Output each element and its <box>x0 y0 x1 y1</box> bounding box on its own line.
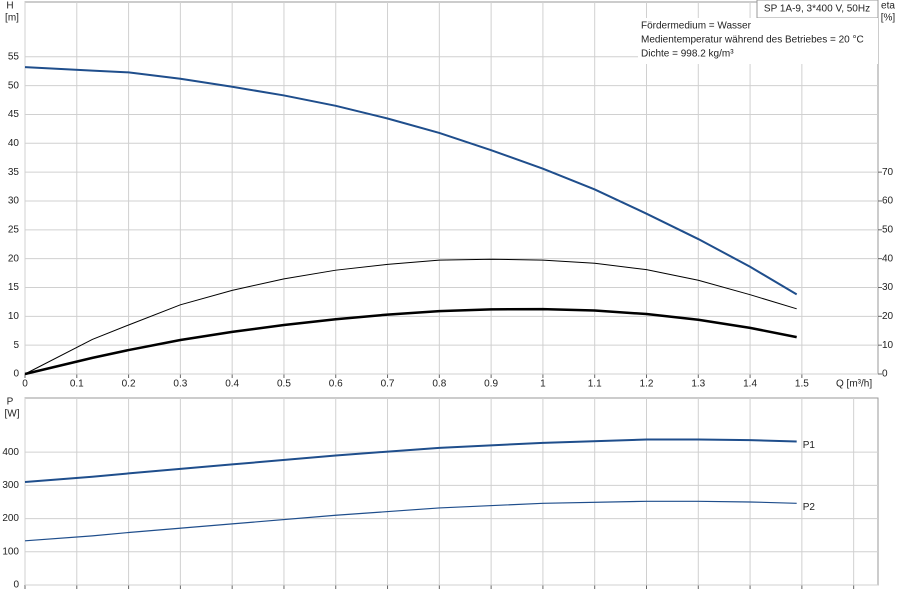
y2-tick-label: 20 <box>882 311 894 322</box>
legend-label: P1 <box>803 440 816 451</box>
legend-label: P2 <box>803 502 816 513</box>
x-tick-label: 0.1 <box>70 379 84 390</box>
x-tick-label: 1.3 <box>691 379 705 390</box>
annotation-box <box>638 18 878 64</box>
annotation: Dichte = 998.2 kg/m³ <box>641 49 734 60</box>
y-tick-label: 20 <box>8 253 20 264</box>
y-tick-label: 0 <box>13 369 19 380</box>
chart-title: SP 1A-9, 3*400 V, 50Hz <box>764 4 870 15</box>
y-axis-unit: [W] <box>5 409 20 420</box>
curve <box>24 307 797 376</box>
y2-tick-label: 30 <box>882 282 894 293</box>
y-tick-label: 25 <box>8 224 20 235</box>
y2-tick-label: 10 <box>882 340 894 351</box>
x-tick-label: 0.5 <box>277 379 291 390</box>
x-tick-label: 0.3 <box>173 379 187 390</box>
y2-tick-label: 50 <box>882 224 894 235</box>
x-tick-label: 0.7 <box>381 379 395 390</box>
y-tick-label: 400 <box>2 447 19 458</box>
curve <box>24 438 797 484</box>
y-axis-label: P <box>7 397 14 408</box>
x-axis-label: Q [m³/h] <box>836 379 872 390</box>
y-tick-label: 50 <box>8 80 20 91</box>
y-tick-label: 100 <box>2 546 19 557</box>
y-tick-label: 55 <box>8 51 20 62</box>
y-tick-label: 45 <box>8 109 20 120</box>
y-tick-label: 5 <box>13 340 19 351</box>
y-tick-label: 0 <box>13 580 19 591</box>
y2-tick-label: 40 <box>882 253 894 264</box>
y-tick-label: 35 <box>8 167 20 178</box>
x-tick-label: 1.1 <box>588 379 602 390</box>
x-tick-label: 1.5 <box>795 379 809 390</box>
annotation: Fördermedium = Wasser <box>641 21 752 32</box>
x-tick-label: 1.4 <box>743 379 757 390</box>
x-tick-label: 0.6 <box>329 379 343 390</box>
x-tick-label: 0.8 <box>432 379 446 390</box>
curve <box>24 258 797 375</box>
y2-tick-label: 70 <box>882 167 894 178</box>
y-axis-label: H <box>6 1 13 12</box>
y-tick-label: 30 <box>8 196 20 207</box>
x-tick-label: 0.9 <box>484 379 498 390</box>
annotation: Medientemperatur während des Betriebes =… <box>641 35 864 46</box>
x-tick-label: 0.2 <box>122 379 136 390</box>
curve <box>24 500 797 542</box>
y-tick-label: 200 <box>2 513 19 524</box>
y-tick-label: 15 <box>8 282 20 293</box>
x-tick-label: 0.4 <box>225 379 239 390</box>
y-tick-label: 300 <box>2 480 19 491</box>
y-tick-label: 10 <box>8 311 20 322</box>
y2-tick-label: 0 <box>882 369 888 380</box>
y-tick-label: 40 <box>8 138 20 149</box>
x-tick-label: 1.2 <box>640 379 654 390</box>
y2-tick-label: 60 <box>882 196 894 207</box>
x-tick-label: 1 <box>540 379 546 390</box>
y-axis-unit: [m] <box>5 13 19 24</box>
curve <box>24 66 798 296</box>
x-tick-label: 0 <box>22 379 28 390</box>
y2-axis-unit: [%] <box>881 13 896 24</box>
y2-axis-label: eta <box>881 1 895 12</box>
